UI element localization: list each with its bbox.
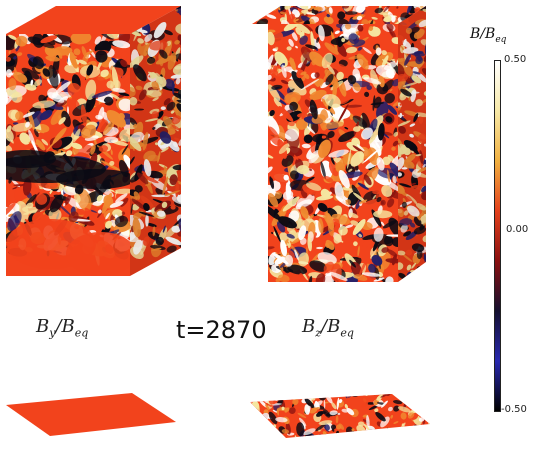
colorbar-tick-max: 0.50 xyxy=(504,54,526,65)
bz-front-face xyxy=(259,18,407,282)
bz-label: Bz/Beq xyxy=(302,316,354,340)
by-label: By/Beq xyxy=(36,316,88,340)
by-bottom-slice xyxy=(4,390,182,440)
time-label: t=2870 xyxy=(176,316,267,344)
by-volume-render xyxy=(6,4,184,276)
by-front-face xyxy=(6,25,139,276)
colorbar-tick-mid: 0.00 xyxy=(506,224,528,235)
bz-bottom-slice xyxy=(246,390,432,442)
colorbar xyxy=(494,60,501,412)
bz-volume-render xyxy=(248,4,428,282)
colorbar-title: B/Beq xyxy=(470,26,506,45)
colorbar-tick-min: -0.50 xyxy=(501,404,527,415)
